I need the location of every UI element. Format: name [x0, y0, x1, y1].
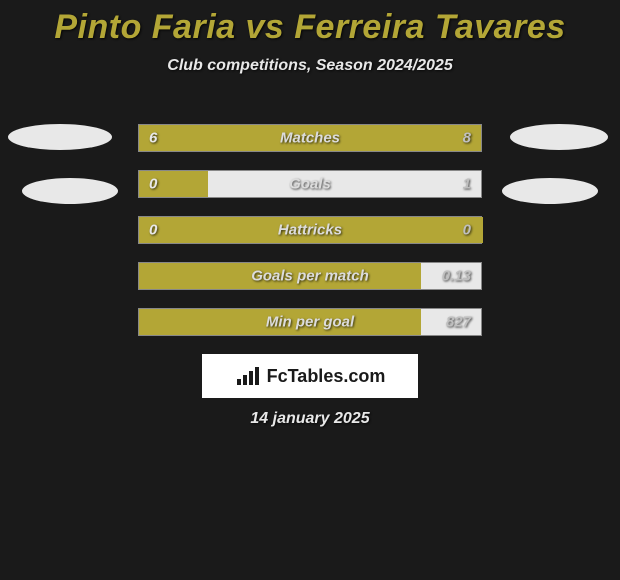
decorative-ellipse — [510, 124, 608, 150]
stat-row: 01Goals — [138, 170, 482, 198]
stat-row: 0.13Goals per match — [138, 262, 482, 290]
stat-label: Matches — [139, 130, 481, 147]
stat-label: Min per goal — [139, 314, 481, 331]
stat-row: 68Matches — [138, 124, 482, 152]
page-title: Pinto Faria vs Ferreira Tavares — [0, 0, 620, 47]
stat-label: Goals — [139, 176, 481, 193]
decorative-ellipse — [22, 178, 118, 204]
stat-row: 00Hattricks — [138, 216, 482, 244]
page-subtitle: Club competitions, Season 2024/2025 — [0, 57, 620, 75]
chart-date: 14 january 2025 — [0, 410, 620, 428]
brand-bars-icon — [235, 365, 261, 387]
stat-label: Goals per match — [139, 268, 481, 285]
brand-box: FcTables.com — [202, 354, 418, 398]
comparison-chart: 68Matches 01Goals 00Hattricks 0.13Goals per… — [138, 124, 482, 354]
decorative-ellipse — [8, 124, 112, 150]
brand-text: FcTables.com — [267, 366, 386, 387]
stat-label: Hattricks — [139, 222, 481, 239]
decorative-ellipse — [502, 178, 598, 204]
stat-row: 827Min per goal — [138, 308, 482, 336]
